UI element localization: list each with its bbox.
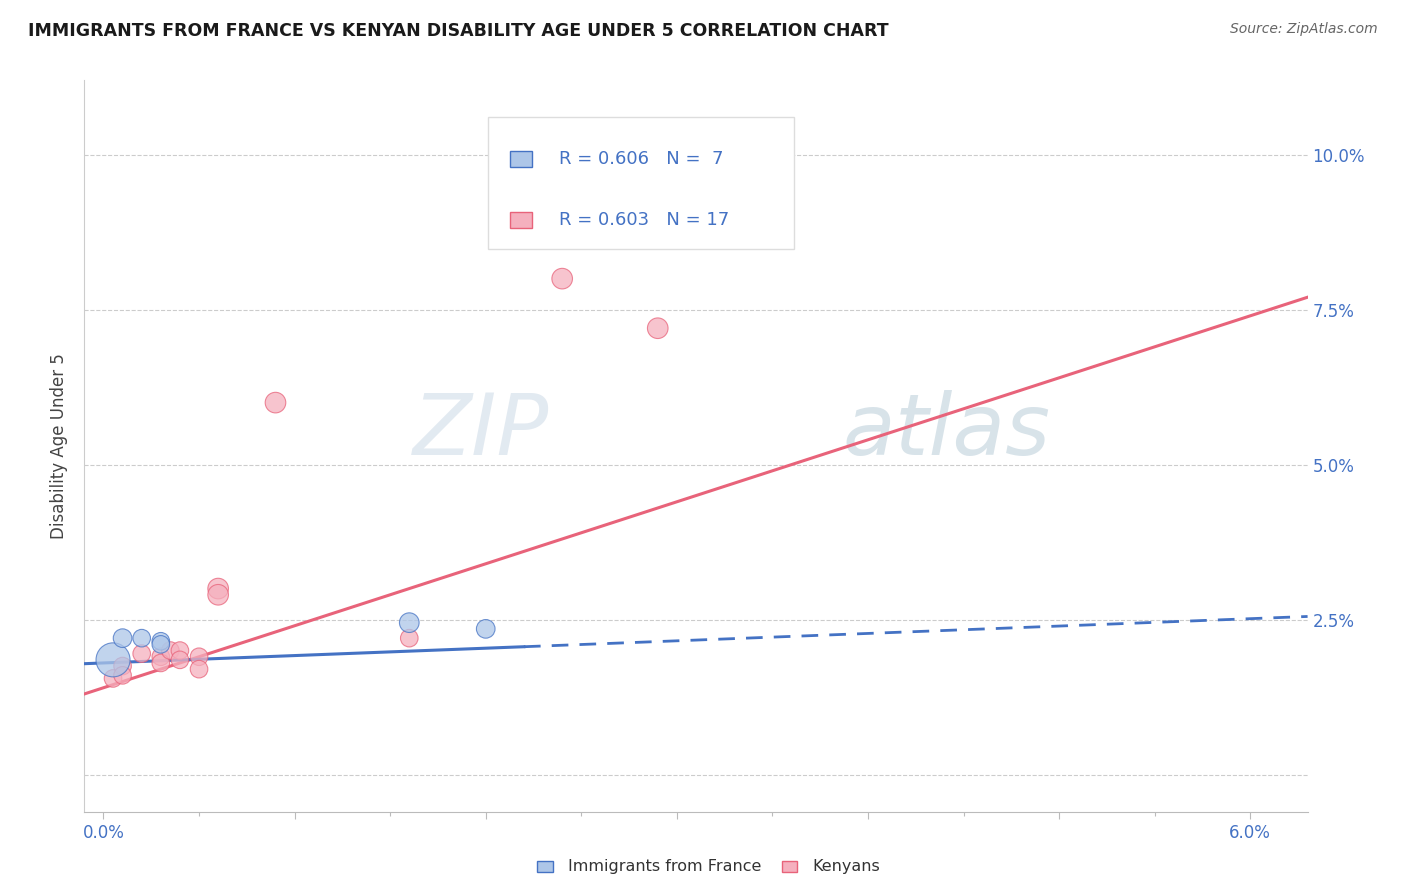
Point (398, 631, 420, 645)
Text: ZIP: ZIP (413, 390, 550, 473)
Point (111, 659, 134, 673)
Point (111, 668, 134, 682)
Point (101, 653, 124, 667)
Text: Source: ZipAtlas.com: Source: ZipAtlas.com (1230, 22, 1378, 37)
Point (264, 395, 287, 409)
Point (149, 649, 172, 664)
Point (169, 653, 191, 667)
Point (207, 588, 229, 602)
Point (101, 672, 124, 686)
Point (398, 615, 420, 630)
Point (207, 582, 229, 596)
Point (159, 643, 181, 657)
Y-axis label: Disability Age Under 5: Disability Age Under 5 (51, 353, 69, 539)
Point (111, 631, 134, 645)
Point (188, 662, 211, 676)
Point (149, 637, 172, 651)
Point (647, 321, 669, 335)
Point (131, 631, 153, 645)
FancyBboxPatch shape (782, 861, 797, 872)
Point (188, 649, 211, 664)
Text: Immigrants from France: Immigrants from France (568, 859, 761, 874)
FancyBboxPatch shape (537, 861, 553, 872)
Point (474, 622, 496, 636)
Text: R = 0.606   N =  7: R = 0.606 N = 7 (560, 150, 724, 168)
FancyBboxPatch shape (510, 151, 531, 167)
Point (551, 271, 574, 285)
FancyBboxPatch shape (510, 211, 531, 227)
Point (169, 643, 191, 657)
Point (149, 634, 172, 648)
Text: atlas: atlas (842, 390, 1050, 473)
Point (149, 656, 172, 670)
Point (131, 647, 153, 661)
Text: IMMIGRANTS FROM FRANCE VS KENYAN DISABILITY AGE UNDER 5 CORRELATION CHART: IMMIGRANTS FROM FRANCE VS KENYAN DISABIL… (28, 22, 889, 40)
Text: R = 0.603   N = 17: R = 0.603 N = 17 (560, 211, 730, 228)
FancyBboxPatch shape (488, 117, 794, 249)
Text: Kenyans: Kenyans (813, 859, 880, 874)
